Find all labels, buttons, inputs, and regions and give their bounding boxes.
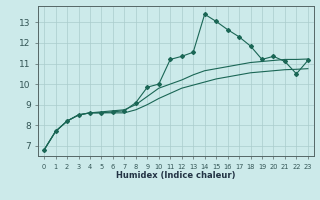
X-axis label: Humidex (Indice chaleur): Humidex (Indice chaleur) (116, 171, 236, 180)
